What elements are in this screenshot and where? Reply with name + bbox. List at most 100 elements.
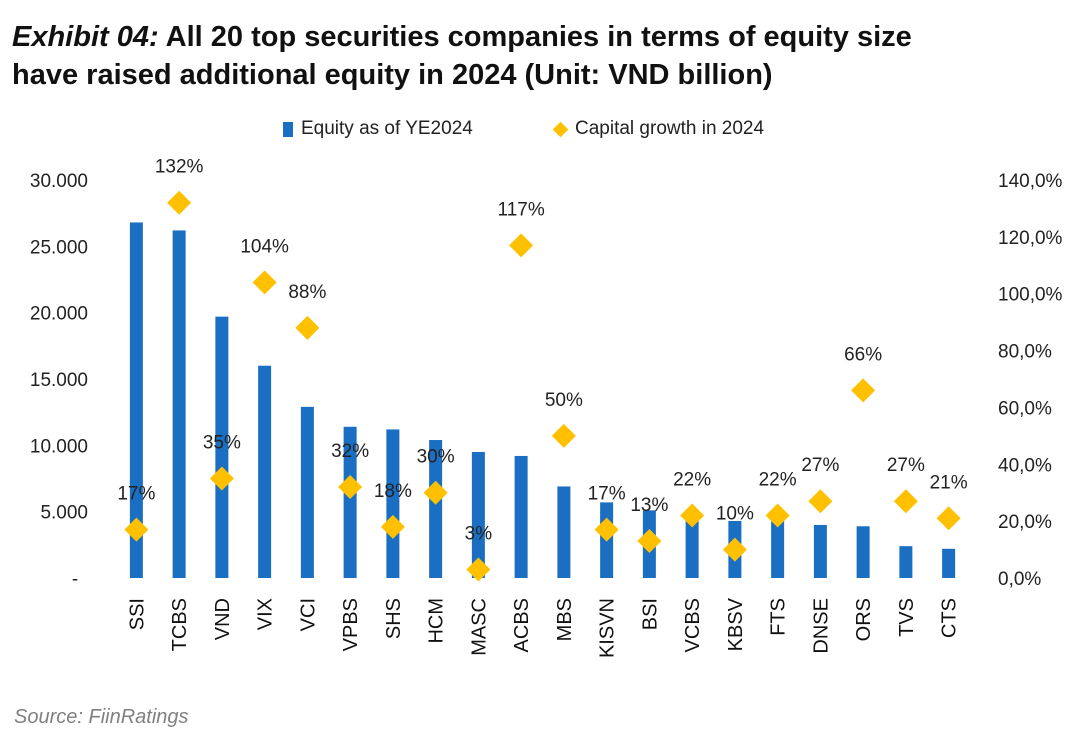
growth-data-label: 17%: [117, 484, 155, 505]
y-left-tick-label: 20.000: [30, 304, 88, 325]
growth-marker: [765, 503, 790, 528]
equity-bar: [343, 426, 357, 578]
y-right-tick-label: 60,0%: [998, 398, 1052, 419]
x-category-label: VND: [212, 598, 234, 640]
y-left-tick-label: 5.000: [40, 503, 88, 524]
x-category-label: TCBS: [169, 598, 191, 651]
growth-data-label: 22%: [759, 469, 797, 490]
growth-marker: [893, 489, 918, 514]
y-left-tick-label: -: [72, 569, 78, 590]
growth-data-label: 27%: [887, 455, 925, 476]
y-left-tick-label: 10.000: [30, 436, 88, 457]
y-left-tick-label: 15.000: [30, 370, 88, 391]
growth-data-label: 104%: [240, 236, 289, 257]
y-right-tick-label: 140,0%: [998, 171, 1063, 192]
y-right-tick-label: 120,0%: [998, 228, 1063, 249]
legend-label-growth: Capital growth in 2024: [575, 118, 765, 139]
growth-data-label: 22%: [673, 469, 711, 490]
growth-data-label: 88%: [288, 282, 326, 303]
exhibit-label: Exhibit 04:: [12, 21, 159, 53]
equity-bar: [856, 526, 870, 578]
y-right-tick-label: 80,0%: [998, 342, 1052, 363]
x-category-label: CTS: [939, 598, 961, 638]
x-category-label: SHS: [383, 598, 405, 639]
y-left-tick-label: 25.000: [30, 237, 88, 258]
growth-marker: [509, 233, 534, 258]
x-category-label: SSI: [126, 598, 148, 630]
x-category-label: VPBS: [340, 598, 362, 651]
x-category-label: TVS: [896, 598, 918, 637]
x-category-label: ACBS: [511, 598, 533, 652]
growth-marker: [551, 423, 576, 448]
growth-marker: [851, 378, 876, 403]
chart-title: Exhibit 04: All 20 top securities compan…: [12, 18, 1072, 94]
growth-data-label: 117%: [498, 199, 545, 220]
x-category-label: DNSE: [810, 598, 832, 654]
growth-data-label: 3%: [465, 523, 493, 544]
legend-bar-swatch: [283, 121, 293, 137]
equity-bar: [386, 429, 400, 578]
x-category-label: BSI: [639, 598, 661, 630]
legend-label-equity: Equity as of YE2024: [301, 118, 473, 139]
growth-marker: [252, 270, 277, 295]
growth-data-label: 132%: [155, 157, 204, 178]
title-line-1: All 20 top securities companies in terms…: [165, 21, 912, 53]
growth-marker: [295, 315, 320, 340]
legend-item-growth: Capital growth in 2024: [552, 116, 765, 142]
growth-data-label: 66%: [844, 344, 882, 365]
growth-marker: [423, 480, 448, 505]
equity-bar: [557, 486, 571, 578]
growth-marker: [808, 489, 833, 514]
growth-marker: [380, 514, 405, 539]
growth-data-label: 35%: [203, 433, 241, 454]
legend: Equity as of YE2024 Capital growth in 20…: [0, 116, 1082, 142]
equity-bar: [471, 451, 485, 578]
y-left-tick-label: 30.000: [30, 171, 88, 192]
x-category-label: HCM: [426, 598, 448, 644]
growth-data-label: 13%: [630, 495, 668, 516]
growth-data-label: 21%: [930, 472, 968, 493]
growth-marker: [466, 557, 491, 582]
growth-marker: [167, 190, 192, 215]
growth-marker: [338, 475, 363, 500]
growth-marker: [124, 517, 149, 542]
equity-bar: [215, 316, 229, 578]
equity-bar: [429, 440, 443, 578]
growth-data-label: 27%: [801, 455, 839, 476]
equity-bar: [129, 222, 143, 578]
legend-item-equity: Equity as of YE2024: [283, 116, 473, 142]
y-right-tick-label: 0,0%: [998, 569, 1041, 590]
equity-bar: [771, 519, 785, 578]
growth-data-label: 10%: [716, 504, 754, 525]
growth-data-label: 17%: [588, 484, 626, 505]
growth-data-label: 18%: [374, 481, 412, 502]
equity-bar: [300, 406, 314, 578]
x-category-label: ORS: [853, 598, 875, 641]
equity-bar: [899, 546, 913, 578]
x-category-label: KISVN: [597, 598, 619, 658]
equity-bar: [514, 455, 528, 578]
equity-bar: [813, 524, 827, 578]
growth-data-label: 50%: [545, 390, 583, 411]
equity-bar: [942, 548, 956, 578]
growth-marker: [637, 529, 662, 554]
title-line-2: have raised additional equity in 2024 (U…: [12, 59, 773, 91]
growth-data-label: 30%: [417, 447, 455, 468]
y-right-tick-label: 40,0%: [998, 455, 1052, 476]
equity-bar: [685, 512, 699, 578]
x-category-label: FTS: [768, 598, 790, 636]
x-category-label: VCBS: [682, 598, 704, 652]
y-right-tick-label: 100,0%: [998, 285, 1063, 306]
growth-marker: [594, 517, 619, 542]
chart-area: - 5.000 10.000 15.000 20.000 25.000 30.000 0,0%…: [30, 157, 1063, 658]
growth-marker: [936, 506, 961, 531]
equity-bar: [258, 365, 272, 578]
equity-bar: [172, 230, 186, 578]
y-right-tick-label: 20,0%: [998, 512, 1052, 533]
growth-marker: [680, 503, 705, 528]
growth-marker: [722, 537, 747, 562]
source-note: Source: FiinRatings: [14, 706, 189, 728]
x-category-label: KBSV: [725, 597, 747, 651]
growth-data-label: 32%: [331, 441, 369, 462]
x-category-label: VIX: [255, 598, 277, 630]
